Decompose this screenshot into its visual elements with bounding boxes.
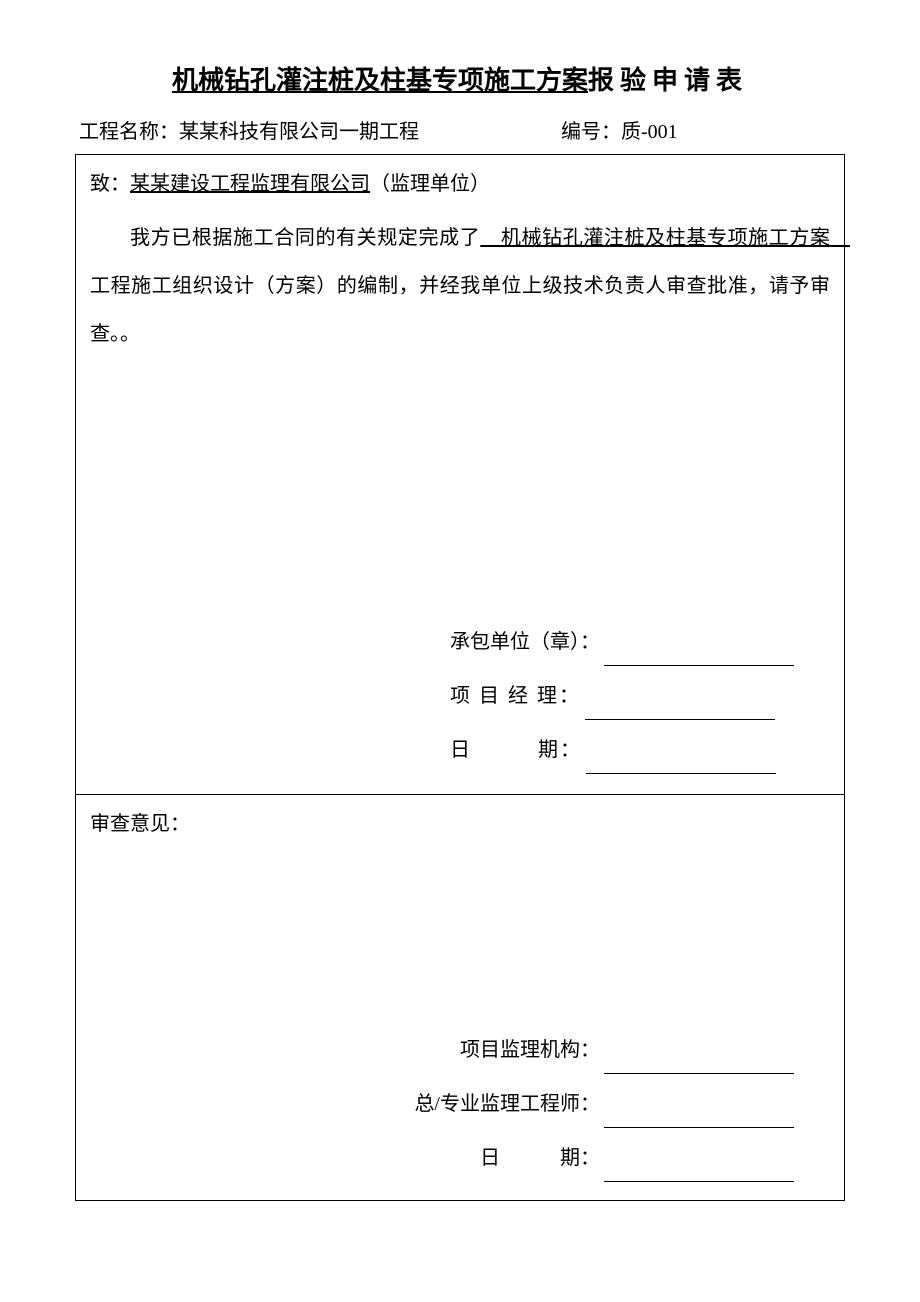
sig-date-label-bottom: 日 期： xyxy=(400,1134,600,1182)
sig-date-row-top: 日 期： xyxy=(450,726,830,774)
signature-block-bottom: 项目监理机构： 总/专业监理工程师： 日 期： xyxy=(90,1026,830,1182)
section-applicant: 致：某某建设工程监理有限公司（监理单位） 我方已根据施工合同的有关规定完成了 机… xyxy=(76,155,845,795)
project-label: 工程名称： xyxy=(79,121,179,143)
sig-contractor-row: 承包单位（章）： xyxy=(450,618,830,666)
number-value: 质-001 xyxy=(621,121,678,143)
title-underlined: 机械钻孔灌注桩及柱基专项施工方案 xyxy=(172,66,588,95)
sig-manager-line[interactable] xyxy=(585,672,775,720)
to-suffix: （监理单位） xyxy=(370,173,490,195)
sig-contractor-line[interactable] xyxy=(604,618,794,666)
title-plain: 报验申请表 xyxy=(588,66,748,95)
sig-date-label-top: 日 期： xyxy=(450,726,582,774)
to-prefix: 致： xyxy=(90,173,130,195)
body-post: 工程施工组织设计（方案）的编制，并经我单位上级技术负责人审查批准，请予审查。。 xyxy=(90,275,830,345)
section-review: 审查意见： 项目监理机构： 总/专业监理工程师： 日 期： xyxy=(76,795,845,1201)
body-underline: 机械钻孔灌注桩及柱基专项施工方案 xyxy=(480,227,850,249)
project-name-field: 工程名称：某某科技有限公司一期工程 xyxy=(79,115,561,144)
body-pre: 我方已根据施工合同的有关规定完成了 xyxy=(130,227,480,249)
sig-engineer-label: 总/专业监理工程师： xyxy=(400,1080,600,1128)
sig-date-line-bottom[interactable] xyxy=(604,1134,794,1182)
sig-org-line[interactable] xyxy=(604,1026,794,1074)
doc-number-field: 编号：质-001 xyxy=(561,115,841,144)
sig-contractor-label: 承包单位（章）： xyxy=(450,618,600,666)
sig-org-row: 项目监理机构： xyxy=(400,1026,830,1074)
form-table: 致：某某建设工程监理有限公司（监理单位） 我方已根据施工合同的有关规定完成了 机… xyxy=(75,154,845,1201)
signature-block-top: 承包单位（章）： 项 目 经 理： 日 期： xyxy=(90,618,830,774)
addressee-line: 致：某某建设工程监理有限公司（监理单位） xyxy=(90,167,830,196)
sig-engineer-line[interactable] xyxy=(604,1080,794,1128)
page-title: 机械钻孔灌注桩及柱基专项施工方案报验申请表 xyxy=(75,60,845,97)
sig-date-line-top[interactable] xyxy=(586,726,776,774)
sig-manager-row: 项 目 经 理： xyxy=(450,672,830,720)
to-company: 某某建设工程监理有限公司 xyxy=(130,173,370,195)
project-value: 某某科技有限公司一期工程 xyxy=(179,121,419,143)
sig-engineer-row: 总/专业监理工程师： xyxy=(400,1080,830,1128)
review-label: 审查意见： xyxy=(90,807,830,836)
body-paragraph: 我方已根据施工合同的有关规定完成了 机械钻孔灌注桩及柱基专项施工方案 工程施工组… xyxy=(90,214,830,358)
sig-manager-label: 项 目 经 理： xyxy=(450,672,581,720)
number-label: 编号： xyxy=(561,121,621,143)
sig-date-row-bottom: 日 期： xyxy=(400,1134,830,1182)
header-row: 工程名称：某某科技有限公司一期工程 编号：质-001 xyxy=(75,115,845,144)
sig-org-label: 项目监理机构： xyxy=(400,1026,600,1074)
